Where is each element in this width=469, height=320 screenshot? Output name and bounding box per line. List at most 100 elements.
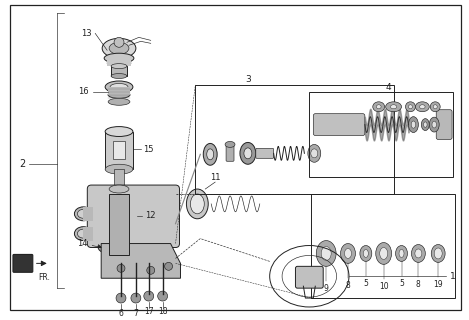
FancyBboxPatch shape (256, 148, 273, 158)
Ellipse shape (432, 121, 437, 128)
Ellipse shape (373, 102, 385, 112)
Ellipse shape (186, 189, 208, 219)
Ellipse shape (225, 141, 235, 148)
Ellipse shape (107, 60, 131, 67)
Text: 2: 2 (19, 159, 25, 169)
Ellipse shape (406, 102, 416, 112)
Ellipse shape (429, 117, 439, 132)
Bar (109, 194, 129, 255)
Ellipse shape (421, 119, 429, 131)
Ellipse shape (415, 249, 422, 258)
Bar (108, 87, 130, 95)
Ellipse shape (376, 105, 381, 109)
Ellipse shape (316, 241, 336, 266)
Ellipse shape (340, 244, 356, 263)
Text: 7: 7 (134, 309, 138, 318)
Text: 10: 10 (379, 282, 388, 291)
Ellipse shape (105, 164, 133, 174)
Ellipse shape (420, 105, 425, 109)
Text: 4: 4 (386, 84, 392, 92)
Circle shape (116, 293, 126, 303)
Ellipse shape (399, 250, 404, 257)
Ellipse shape (102, 38, 136, 58)
Ellipse shape (109, 185, 129, 193)
Ellipse shape (77, 209, 89, 218)
Circle shape (165, 262, 173, 270)
Ellipse shape (105, 127, 133, 137)
Polygon shape (101, 244, 181, 278)
Text: 9: 9 (324, 284, 329, 293)
Text: 1: 1 (450, 272, 456, 281)
Bar (310, 92, 453, 177)
Bar (83, 227, 93, 241)
FancyBboxPatch shape (295, 266, 323, 288)
Text: 13: 13 (81, 29, 91, 38)
Text: 8: 8 (416, 280, 421, 289)
Circle shape (117, 264, 125, 272)
Ellipse shape (431, 244, 445, 262)
Ellipse shape (75, 207, 92, 221)
Ellipse shape (105, 81, 133, 93)
Ellipse shape (360, 245, 372, 261)
Ellipse shape (321, 246, 331, 260)
Text: 19: 19 (433, 280, 443, 289)
Ellipse shape (411, 121, 416, 128)
Ellipse shape (108, 98, 130, 105)
Ellipse shape (75, 227, 92, 241)
Ellipse shape (363, 250, 368, 257)
Text: 15: 15 (144, 145, 154, 154)
FancyBboxPatch shape (313, 114, 365, 135)
Ellipse shape (190, 194, 204, 214)
Text: 3: 3 (245, 76, 251, 84)
Ellipse shape (311, 149, 318, 158)
Bar (114, 169, 124, 202)
Circle shape (131, 293, 141, 303)
Ellipse shape (395, 245, 408, 261)
FancyBboxPatch shape (87, 185, 180, 247)
Ellipse shape (380, 247, 388, 260)
Circle shape (114, 37, 124, 47)
Ellipse shape (104, 53, 134, 63)
Circle shape (158, 291, 167, 301)
Ellipse shape (240, 142, 256, 164)
Ellipse shape (390, 105, 397, 109)
Bar (105, 132, 133, 169)
Ellipse shape (111, 74, 127, 78)
Ellipse shape (110, 84, 128, 91)
Bar (196, 85, 393, 194)
Text: 11: 11 (210, 172, 220, 182)
Bar (113, 141, 125, 159)
Text: 6: 6 (119, 309, 123, 318)
Circle shape (144, 291, 154, 301)
Bar (101, 196, 137, 241)
Ellipse shape (101, 235, 137, 246)
Bar (311, 194, 455, 298)
Text: 18: 18 (158, 308, 167, 316)
Text: 17: 17 (144, 308, 153, 316)
Bar (111, 66, 127, 76)
Text: 5: 5 (399, 279, 404, 288)
Ellipse shape (98, 240, 140, 255)
Text: 5: 5 (363, 279, 368, 288)
Bar (107, 58, 131, 66)
Ellipse shape (77, 229, 89, 238)
Ellipse shape (408, 117, 418, 132)
Ellipse shape (386, 102, 401, 112)
Ellipse shape (411, 244, 425, 262)
Ellipse shape (408, 105, 412, 109)
Ellipse shape (111, 64, 127, 68)
Text: 8: 8 (346, 281, 350, 290)
Ellipse shape (376, 243, 392, 264)
Text: 16: 16 (78, 87, 89, 96)
Ellipse shape (108, 92, 130, 98)
Ellipse shape (345, 249, 351, 259)
Ellipse shape (433, 105, 437, 109)
Ellipse shape (203, 143, 217, 165)
Bar (83, 207, 93, 221)
Ellipse shape (244, 148, 252, 159)
FancyBboxPatch shape (13, 254, 33, 272)
Ellipse shape (207, 149, 214, 160)
Ellipse shape (109, 42, 129, 54)
Ellipse shape (424, 122, 427, 127)
Ellipse shape (101, 190, 137, 202)
